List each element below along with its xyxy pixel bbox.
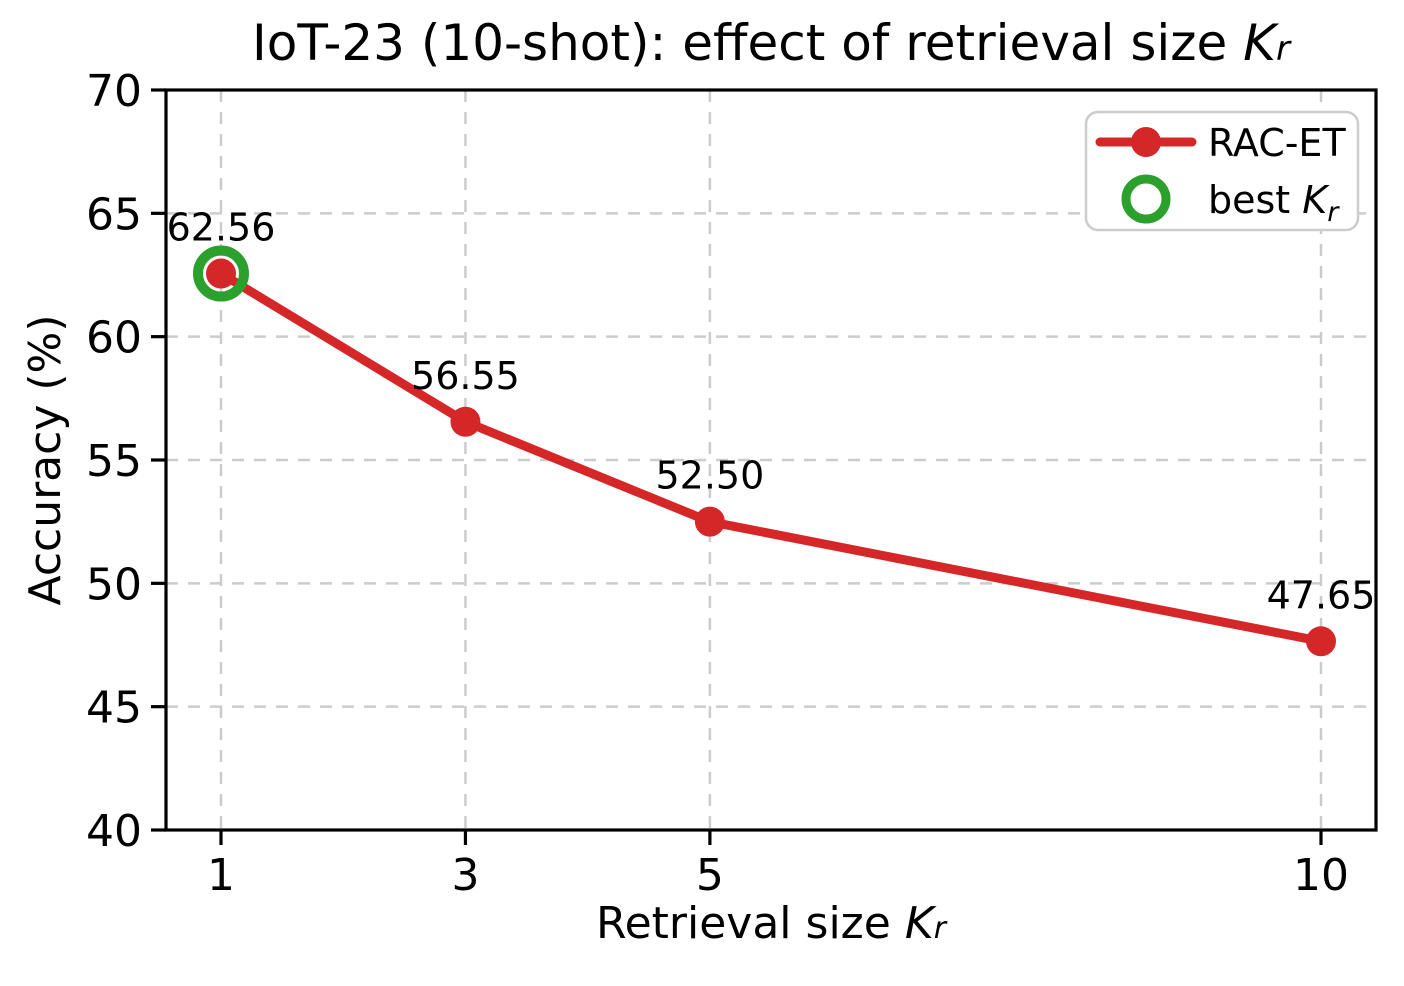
data-point-marker xyxy=(694,506,725,537)
x-tick-label: 3 xyxy=(451,850,479,901)
x-tick-label: 5 xyxy=(696,850,724,901)
legend-dot-marker xyxy=(1131,127,1161,157)
chart-title-math-var: K xyxy=(1243,14,1276,72)
legend-ring-marker xyxy=(1121,174,1171,224)
legend-label-best: best Kr xyxy=(1208,178,1340,228)
y-tick-label: 70 xyxy=(86,66,142,117)
data-point-marker xyxy=(206,258,236,289)
data-point-marker xyxy=(450,406,481,437)
y-tick-label: 65 xyxy=(86,189,142,240)
y-axis-label: Accuracy (%) xyxy=(19,314,71,606)
data-point-marker xyxy=(1306,626,1336,657)
x-tick-label: 1 xyxy=(207,850,235,901)
chart-title: IoT-23 (10-shot): effect of retrieval si… xyxy=(166,16,1376,71)
y-tick-label: 55 xyxy=(86,436,142,487)
y-tick-label: 45 xyxy=(86,683,142,734)
data-point-label: 62.56 xyxy=(167,206,276,250)
x-axis-label: Retrieval size Kr xyxy=(166,898,1376,949)
legend-label-series: RAC-ET xyxy=(1208,121,1346,165)
y-tick-label: 40 xyxy=(86,806,142,857)
y-tick-label: 60 xyxy=(86,313,142,364)
x-axis-label-math-var: K xyxy=(904,898,934,949)
data-point-label: 56.55 xyxy=(411,354,520,398)
data-point-label: 52.50 xyxy=(655,454,764,498)
chart-title-text: IoT-23 (10-shot): effect of retrieval si… xyxy=(252,14,1244,72)
x-tick-label: 10 xyxy=(1293,850,1349,901)
y-tick-label: 50 xyxy=(86,559,142,610)
x-axis-label-text: Retrieval size xyxy=(596,898,905,949)
x-axis-label-math-sub: r xyxy=(933,911,946,946)
data-point-label: 47.65 xyxy=(1267,573,1376,617)
chart-title-math-sub: r xyxy=(1275,29,1290,69)
series-line xyxy=(216,269,1326,646)
best-point-marker xyxy=(193,245,249,302)
